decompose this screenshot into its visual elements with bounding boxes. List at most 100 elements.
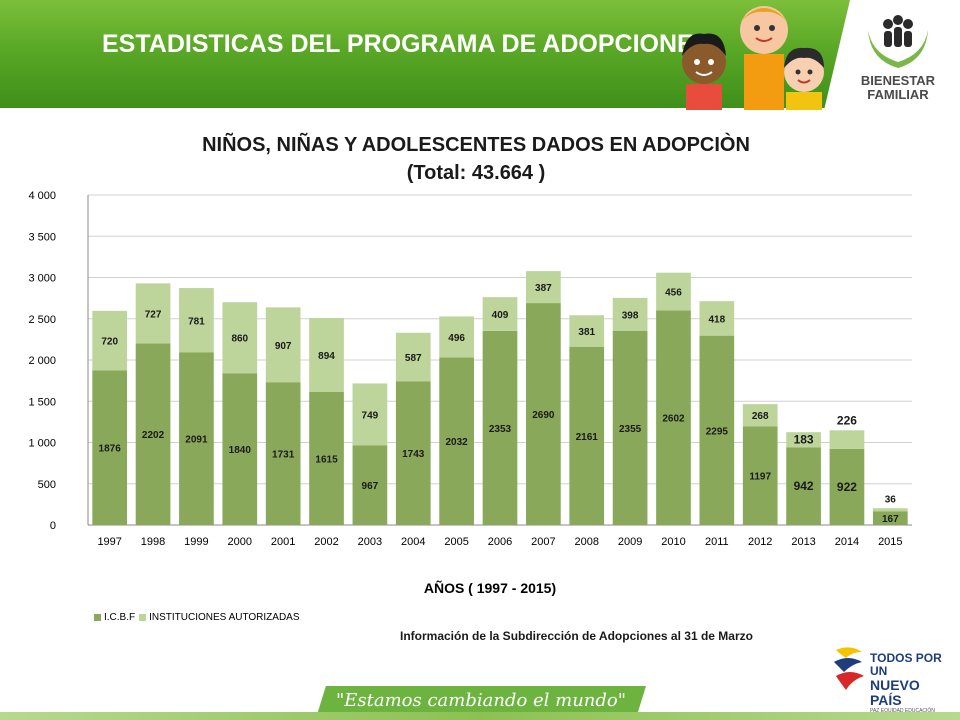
- data-label-icbf: 2202: [142, 430, 165, 441]
- y-tick-label: 3 500: [28, 231, 56, 243]
- y-tick-label: 0: [50, 520, 56, 532]
- y-tick-label: 2 000: [28, 355, 56, 367]
- bar-instituciones: [656, 272, 691, 311]
- bar-icbf: [179, 352, 214, 525]
- data-label-instituciones: 587: [405, 353, 422, 364]
- y-tick-label: 500: [38, 479, 56, 491]
- data-label-instituciones: 183: [794, 433, 814, 447]
- bar-instituciones: [92, 310, 128, 371]
- y-tick-label: 1 000: [28, 438, 56, 450]
- x-tick-label: 2003: [358, 536, 382, 548]
- bar-icbf: [742, 426, 778, 525]
- data-label-instituciones: 381: [578, 327, 595, 338]
- bar-icbf: [786, 447, 821, 525]
- data-label-instituciones: 268: [752, 411, 769, 422]
- data-label-icbf: 922: [837, 480, 857, 494]
- data-label-instituciones: 720: [101, 337, 118, 348]
- data-label-instituciones: 894: [318, 351, 335, 362]
- data-label-instituciones: 781: [188, 316, 205, 327]
- data-label-instituciones: 409: [492, 310, 509, 321]
- data-label-icbf: 2355: [619, 424, 642, 435]
- x-tick-label: 2001: [271, 536, 295, 548]
- x-tick-label: 1997: [97, 536, 121, 548]
- data-label-instituciones: 496: [448, 333, 465, 344]
- data-label-icbf: 1840: [229, 445, 252, 456]
- bar-icbf: [569, 346, 605, 525]
- bar-instituciones: [395, 332, 431, 382]
- data-label-icbf: 1743: [402, 449, 425, 460]
- x-tick-label: 1999: [184, 536, 208, 548]
- logo-text-line2: FAMILIAR: [867, 87, 929, 102]
- legend: I.C.B.F INSTITUCIONES AUTORIZADAS: [94, 612, 304, 623]
- todos-por-un-nuevo-pais-logo: TODOS POR UN NUEVO PAÍS PAZ EQUIDAD EDUC…: [832, 644, 952, 714]
- gov-logo-line3: PAZ EQUIDAD EDUCACIÓN: [870, 708, 935, 714]
- bar-icbf: [395, 381, 431, 525]
- data-label-icbf: 2091: [185, 435, 208, 446]
- bar-instituciones: [569, 315, 605, 347]
- family-hands-icon: [868, 15, 928, 68]
- bar-instituciones: [265, 307, 301, 383]
- data-label-icbf: 2602: [662, 414, 685, 425]
- x-tick-label: 2004: [401, 536, 425, 548]
- slogan-text: "Estamos cambiando el mundo": [335, 690, 627, 711]
- legend-label-instituciones: INSTITUCIONES AUTORIZADAS: [149, 612, 300, 623]
- bar-icbf: [265, 382, 301, 525]
- data-label-icbf: 2161: [576, 432, 599, 443]
- bar-instituciones: [179, 288, 214, 353]
- data-label-icbf: 967: [362, 481, 379, 492]
- bar-icbf: [92, 370, 128, 525]
- x-tick-label: 1998: [141, 536, 165, 548]
- x-tick-label: 2006: [488, 536, 512, 548]
- page-title: ESTADISTICAS DEL PROGRAMA DE ADOPCIONES: [102, 30, 711, 58]
- legend-item-icbf: I.C.B.F: [94, 612, 135, 623]
- bar-instituciones: [612, 297, 648, 331]
- data-label-icbf: 167: [882, 514, 899, 525]
- colombia-flag-icon: [834, 647, 864, 690]
- data-label-icbf: 2032: [446, 437, 469, 448]
- bar-icbf: [612, 330, 648, 525]
- data-label-instituciones: 456: [665, 288, 682, 299]
- bar-instituciones: [482, 297, 518, 331]
- bar-icbf: [699, 335, 735, 525]
- x-tick-label: 2009: [618, 536, 642, 548]
- data-label-icbf: 2295: [706, 426, 729, 437]
- data-label-icbf: 1197: [749, 472, 771, 483]
- logo-text-line1: BIENESTAR: [860, 73, 936, 88]
- bienestar-familiar-logo: BIENESTAR FAMILIAR: [848, 10, 948, 110]
- header: ESTADISTICAS DEL PROGRAMA DE ADOPCIONES …: [0, 0, 960, 120]
- data-label-instituciones: 727: [145, 309, 162, 320]
- bar-icbf: [135, 343, 171, 525]
- source-note: Información de la Subdirección de Adopci…: [400, 629, 753, 643]
- x-axis-title: AÑOS ( 1997 - 2015): [423, 580, 557, 596]
- data-label-instituciones: 418: [708, 314, 725, 325]
- data-label-icbf: 2353: [489, 424, 512, 435]
- x-tick-label: 2002: [314, 536, 338, 548]
- data-label-icbf: 1615: [315, 454, 338, 465]
- bar-icbf: [872, 511, 908, 525]
- bar-instituciones: [526, 271, 561, 304]
- bar-icbf: [482, 330, 518, 525]
- data-label-icbf: 1876: [99, 444, 122, 455]
- data-label-instituciones: 749: [362, 410, 379, 421]
- data-label-instituciones: 398: [622, 310, 639, 321]
- x-tick-label: 2000: [228, 536, 252, 548]
- bar-instituciones: [352, 383, 388, 446]
- bar-instituciones: [742, 404, 778, 427]
- legend-swatch-icbf: [94, 614, 101, 621]
- legend-item-instituciones: INSTITUCIONES AUTORIZADAS: [139, 612, 300, 623]
- bar-icbf: [439, 357, 474, 525]
- bar-icbf: [222, 373, 258, 525]
- x-tick-label: 2010: [661, 536, 685, 548]
- y-tick-label: 2 500: [28, 314, 56, 326]
- bar-instituciones: [439, 316, 474, 358]
- legend-label-icbf: I.C.B.F: [104, 612, 136, 623]
- bar-instituciones: [699, 301, 735, 336]
- data-label-instituciones: 387: [535, 283, 552, 294]
- x-tick-label: 2015: [878, 536, 902, 548]
- bar-icbf: [352, 445, 388, 525]
- bar-instituciones: [786, 432, 821, 448]
- gov-logo-line2: NUEVO PAÍS: [870, 677, 920, 708]
- bar-icbf: [309, 391, 344, 525]
- data-label-instituciones: 36: [885, 494, 897, 505]
- x-tick-label: 2005: [444, 536, 468, 548]
